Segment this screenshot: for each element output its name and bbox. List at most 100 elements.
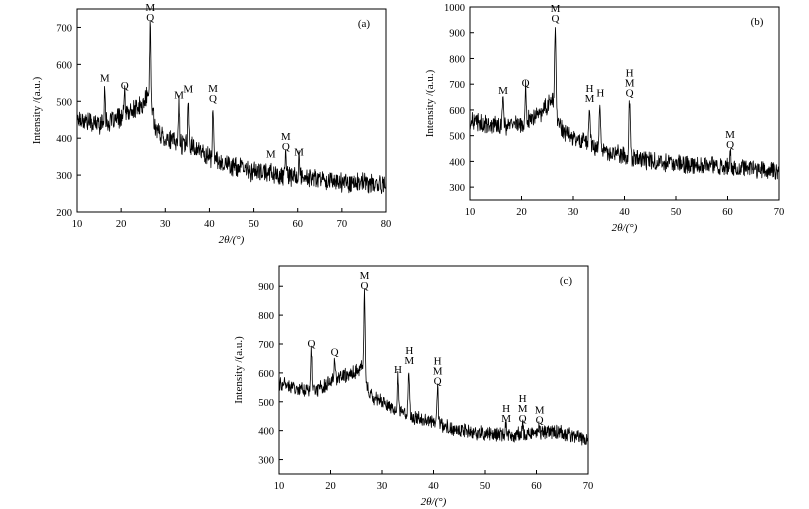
peak-annotation: M <box>518 403 528 415</box>
peak-annotation: M <box>100 73 110 85</box>
x-axis-label: 2θ/(°) <box>219 234 245 246</box>
y-tick-label: 800 <box>449 54 465 65</box>
x-tick-label: 70 <box>337 219 348 230</box>
x-axis-label: 2θ/(°) <box>421 496 447 508</box>
y-tick-label: 300 <box>56 171 72 182</box>
y-tick-label: 700 <box>258 340 274 351</box>
peak-annotation: M <box>360 270 370 282</box>
y-axis-label: Intensity /(a.u.) <box>31 76 43 144</box>
x-tick-label: 40 <box>428 481 439 492</box>
y-tick-label: 600 <box>258 369 274 380</box>
peak-annotation: M <box>174 89 184 101</box>
y-tick-label: 300 <box>258 456 274 467</box>
y-tick-label: 500 <box>449 132 465 143</box>
peak-annotation: Q <box>626 88 634 100</box>
peak-annotation: Q <box>536 414 544 426</box>
peak-annotation: M <box>281 131 291 143</box>
y-tick-label: 200 <box>56 208 72 219</box>
peak-annotation: Q <box>522 77 530 89</box>
peak-annotation: M <box>183 84 193 96</box>
peak-annotation: Q <box>552 13 560 25</box>
y-tick-label: 300 <box>449 183 465 194</box>
peak-annotation: H <box>405 345 413 357</box>
x-tick-label: 50 <box>248 219 259 230</box>
y-axis-label: Intensity /(a.u.) <box>233 336 245 404</box>
peak-annotation: Q <box>519 413 527 425</box>
peak-annotation: Q <box>307 338 315 350</box>
x-tick-label: 40 <box>619 207 630 218</box>
peak-annotation: H <box>596 88 604 100</box>
y-tick-label: 800 <box>258 311 274 322</box>
x-tick-label: 70 <box>583 481 594 492</box>
peak-annotation: H <box>434 355 442 367</box>
y-tick-label: 400 <box>449 157 465 168</box>
y-tick-label: 400 <box>258 427 274 438</box>
panel-label: (a) <box>358 18 371 30</box>
x-tick-label: 10 <box>72 219 83 230</box>
x-tick-label: 20 <box>116 219 127 230</box>
peak-annotation: M <box>404 355 414 367</box>
x-tick-label: 50 <box>480 481 491 492</box>
y-tick-label: 700 <box>449 80 465 91</box>
peak-annotation: H <box>394 364 402 376</box>
x-tick-label: 10 <box>465 207 476 218</box>
peak-annotation: M <box>294 146 304 158</box>
x-axis-label: 2θ/(°) <box>612 222 638 234</box>
y-tick-label: 700 <box>56 23 72 34</box>
peak-annotation: M <box>433 365 443 377</box>
peak-annotation: M <box>725 129 735 141</box>
x-tick-label: 60 <box>531 481 542 492</box>
x-tick-label: 20 <box>325 481 336 492</box>
plot-frame <box>76 8 387 213</box>
peak-annotation: M <box>551 3 561 15</box>
chart-panel-a: 10 20 30 40 50 60 70 80 200 300 400 500 600 700 2θ/(°)… <box>31 2 391 246</box>
peak-annotation: Q <box>361 280 369 292</box>
x-tick-label: 20 <box>516 207 527 218</box>
peak-annotation: M <box>145 2 155 14</box>
x-tick-label: 70 <box>774 207 785 218</box>
peak-annotation: Q <box>209 93 217 105</box>
peak-annotation: M <box>535 404 545 416</box>
peak-annotation: M <box>625 78 635 90</box>
x-tick-label: 30 <box>377 481 388 492</box>
peak-annotation: H <box>519 393 527 405</box>
x-tick-label: 40 <box>204 219 215 230</box>
y-tick-label: 600 <box>449 106 465 117</box>
peak-annotation: M <box>585 93 595 105</box>
peak-annotation: Q <box>331 346 339 358</box>
peak-annotation: Q <box>726 139 734 151</box>
x-tick-label: 30 <box>160 219 171 230</box>
x-tick-label: 30 <box>568 207 579 218</box>
peak-annotation: Q <box>434 375 442 387</box>
y-tick-label: 900 <box>449 29 465 40</box>
panel-label: (b) <box>751 16 764 28</box>
peak-annotation: Q <box>146 12 154 24</box>
peak-annotation: H <box>586 83 594 95</box>
peak-annotation: H <box>502 403 510 415</box>
peak-annotation: M <box>266 148 276 160</box>
x-tick-label: 60 <box>722 207 733 218</box>
y-tick-label: 500 <box>258 398 274 409</box>
x-tick-label: 10 <box>274 481 285 492</box>
peak-annotation: M <box>208 83 218 95</box>
y-tick-label: 600 <box>56 60 72 71</box>
peak-annotation: H <box>626 68 634 80</box>
peak-annotation: M <box>501 413 511 425</box>
x-tick-label: 60 <box>292 219 303 230</box>
xrd-trace <box>469 27 780 180</box>
y-axis-label: Intensity /(a.u.) <box>424 69 436 137</box>
y-tick-label: 400 <box>56 134 72 145</box>
chart-panel-b: 10 20 30 40 50 60 70 300 400 500 600 700 800 900 1000 2… <box>424 3 784 234</box>
y-tick-label: 900 <box>258 282 274 293</box>
y-tick-label: 1000 <box>444 3 465 14</box>
peak-annotation: Q <box>282 141 290 153</box>
peak-annotation: M <box>498 85 508 97</box>
x-tick-label: 50 <box>671 207 682 218</box>
chart-panel-c: 10 20 30 40 50 60 70 300 400 500 600 700 800 900 2θ/(°… <box>233 265 594 508</box>
xrd-trace <box>76 20 387 194</box>
x-tick-label: 80 <box>381 219 392 230</box>
peak-annotation: Q <box>121 80 129 92</box>
y-tick-label: 500 <box>56 97 72 108</box>
xrd-trace <box>278 288 589 446</box>
